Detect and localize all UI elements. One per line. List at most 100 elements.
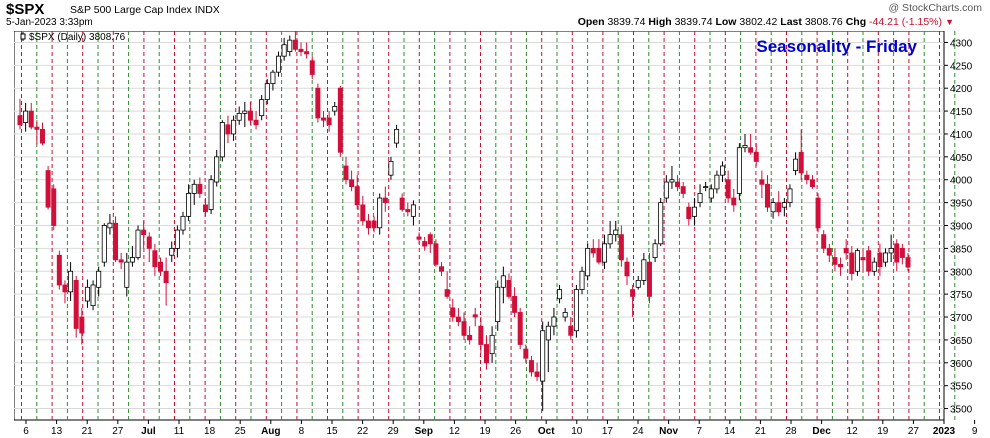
candle-body bbox=[854, 250, 860, 272]
candle-body bbox=[646, 261, 652, 297]
candle-body bbox=[354, 186, 360, 206]
candle-down bbox=[725, 170, 731, 203]
symbol-label: $SPX bbox=[6, 1, 45, 18]
candle-up bbox=[174, 225, 180, 258]
candle-down bbox=[320, 111, 326, 128]
candle-body bbox=[523, 348, 529, 359]
candle-body bbox=[247, 110, 253, 121]
candle-up bbox=[394, 124, 400, 148]
candle-body bbox=[360, 204, 366, 222]
candle-down bbox=[113, 216, 119, 263]
candle-body bbox=[557, 289, 563, 300]
candle-body bbox=[635, 280, 641, 288]
candle-down bbox=[838, 257, 844, 276]
candle-down bbox=[478, 317, 484, 354]
candle-body bbox=[838, 263, 844, 268]
candle-down bbox=[349, 170, 355, 192]
candle-body bbox=[343, 165, 349, 181]
candle-down bbox=[56, 250, 62, 290]
candle-up bbox=[259, 95, 265, 121]
candle-body bbox=[332, 106, 338, 112]
candle-body bbox=[748, 147, 754, 153]
candle-body bbox=[174, 229, 180, 249]
candle-up bbox=[888, 234, 894, 263]
candle-body bbox=[899, 247, 905, 258]
candle-up bbox=[23, 102, 29, 132]
candle-body bbox=[641, 259, 647, 281]
y-axis: 3500 3550 3600 3650 3700 3750 3800 3850 3900 3950… bbox=[944, 38, 973, 416]
candle-body bbox=[573, 289, 579, 332]
candle-down bbox=[860, 248, 866, 272]
candle-body bbox=[422, 241, 428, 247]
candle-body bbox=[776, 202, 782, 213]
candle-up bbox=[540, 321, 546, 411]
candle-up bbox=[703, 182, 709, 192]
candle-up bbox=[557, 284, 563, 304]
candle-down bbox=[62, 280, 68, 304]
candle-body bbox=[815, 197, 821, 229]
candle-down bbox=[798, 129, 804, 180]
candle-body bbox=[388, 161, 394, 176]
candle-up bbox=[742, 133, 748, 153]
x-tick-label: Sep bbox=[415, 426, 433, 437]
candle-body bbox=[62, 284, 68, 293]
candle-down bbox=[141, 220, 147, 249]
x-tick-label: 17 bbox=[602, 426, 614, 437]
candle-body bbox=[90, 284, 96, 306]
chg-label: Chg bbox=[845, 16, 867, 28]
candle-body bbox=[186, 193, 192, 217]
candle-body bbox=[202, 204, 208, 213]
x-tick-label: 8 bbox=[299, 426, 305, 437]
candle-body bbox=[410, 204, 416, 217]
candle-up bbox=[410, 200, 416, 226]
candle-up bbox=[135, 225, 141, 260]
candle-down bbox=[158, 257, 164, 276]
candle-body bbox=[158, 261, 164, 272]
candle-down bbox=[309, 56, 315, 80]
chg-value: -44.21 (-1.15%) bbox=[869, 16, 942, 28]
candle-up bbox=[276, 51, 282, 77]
candle-up bbox=[579, 266, 585, 295]
candle-down bbox=[461, 312, 467, 340]
candle-body bbox=[96, 270, 102, 288]
candle-body bbox=[787, 188, 793, 204]
candle-body bbox=[866, 250, 872, 272]
candlestick-icon bbox=[20, 32, 26, 41]
candle-down bbox=[843, 239, 849, 260]
candle-up bbox=[883, 248, 889, 267]
candle-body bbox=[320, 117, 326, 121]
candle-body bbox=[517, 312, 523, 345]
candle-body bbox=[450, 307, 456, 318]
candle-body bbox=[433, 243, 439, 265]
candle-body bbox=[377, 197, 383, 229]
candle-body bbox=[152, 250, 158, 268]
y-tick-label: 3900 bbox=[950, 222, 973, 233]
candle-down bbox=[866, 246, 872, 276]
candle-body bbox=[236, 112, 242, 121]
candle-body bbox=[590, 247, 596, 254]
candle-down bbox=[899, 243, 905, 265]
candle-body bbox=[45, 170, 51, 208]
y-tick-label: 3950 bbox=[950, 199, 973, 210]
candle-body bbox=[394, 128, 400, 144]
y-tick-label: 3500 bbox=[950, 405, 973, 416]
candle-down bbox=[45, 166, 51, 210]
candle-up bbox=[573, 284, 579, 338]
candle-down bbox=[849, 246, 855, 281]
candle-down bbox=[630, 284, 636, 318]
x-tick-label: Oct bbox=[538, 426, 555, 437]
candle-body bbox=[259, 99, 265, 117]
candle-down bbox=[28, 102, 34, 130]
last-value: 3808.76 bbox=[804, 16, 843, 28]
y-tick-label: 3750 bbox=[950, 290, 973, 301]
candle-body bbox=[281, 44, 287, 57]
x-tick-label: 29 bbox=[388, 426, 400, 437]
y-tick-label: 4100 bbox=[950, 130, 973, 141]
x-tick-label: Dec bbox=[812, 426, 831, 437]
y-tick-label: 3650 bbox=[950, 336, 973, 347]
candle-down bbox=[467, 326, 473, 345]
candle-up bbox=[691, 198, 697, 226]
y-tick-label: 3800 bbox=[950, 267, 973, 278]
candle-body bbox=[596, 247, 602, 263]
chart-title: Seasonality - Friday bbox=[756, 37, 917, 56]
